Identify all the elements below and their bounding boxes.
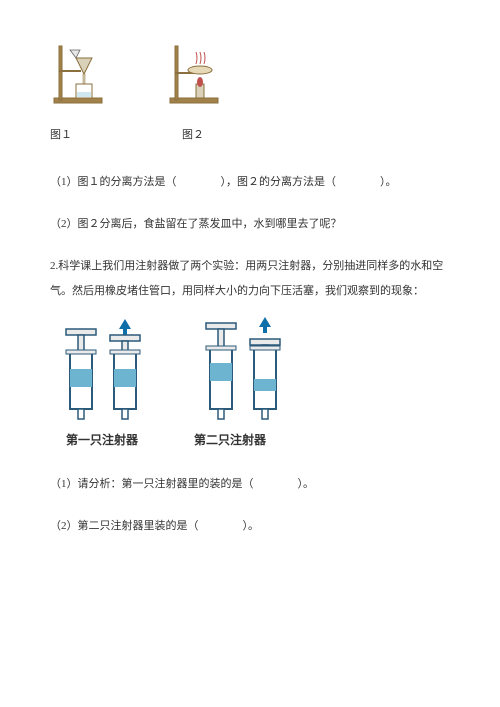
part1-question-1: （1）图１的分离方法是（ ），图２的分离方法是（ ）。 bbox=[40, 170, 460, 194]
syringe-2-icon bbox=[200, 317, 290, 427]
figure-2-label: 图２ bbox=[182, 126, 204, 142]
figure-label-row: 图１ 图２ bbox=[40, 126, 460, 142]
syringe-label-row: 第一只注射器 第二只注射器 bbox=[40, 431, 460, 448]
part2-question-2: （2）第二只注射器里装的是（ ）。 bbox=[40, 514, 460, 538]
figure-2-evaporation-icon bbox=[166, 40, 222, 106]
part2-question-1: （1）请分析：第一只注射器里的装的是（ ）。 bbox=[40, 472, 460, 496]
part2-intro-text: 2.科学课上我们用注射器做了两个实验：用两只注射器，分别抽进同样多的水和空气。然… bbox=[40, 254, 460, 302]
syringe-figure-row bbox=[40, 317, 460, 427]
apparatus-figure-row bbox=[40, 40, 460, 106]
part1-question-2: （2）图２分离后，食盐留在了蒸发皿中，水到哪里去了呢？ bbox=[40, 212, 460, 236]
figure-1-label: 图１ bbox=[50, 126, 72, 142]
syringe-1-label: 第一只注射器 bbox=[66, 431, 138, 448]
syringe-1-icon bbox=[60, 317, 150, 427]
syringe-2-label: 第二只注射器 bbox=[194, 431, 266, 448]
figure-1-filtration-icon bbox=[50, 40, 106, 106]
